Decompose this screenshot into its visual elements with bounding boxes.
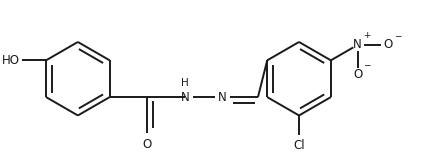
Text: N: N (181, 91, 189, 104)
Text: HO: HO (2, 54, 20, 67)
Text: O: O (383, 38, 392, 51)
Text: −: − (394, 31, 401, 40)
Text: H: H (181, 78, 189, 88)
Text: N: N (218, 91, 227, 104)
Text: O: O (143, 138, 152, 151)
Text: N: N (353, 38, 362, 51)
Text: O: O (353, 68, 362, 81)
Text: Cl: Cl (293, 139, 305, 152)
Text: +: + (363, 31, 371, 40)
Text: −: − (363, 60, 371, 69)
